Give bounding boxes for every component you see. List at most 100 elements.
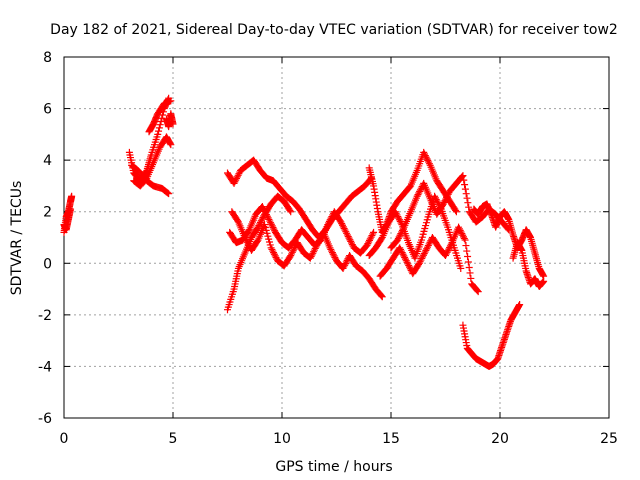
- data-point: [286, 206, 294, 214]
- data-point: [377, 235, 385, 243]
- data-point: [395, 214, 403, 222]
- data-point: [401, 253, 409, 261]
- data-point: [261, 207, 269, 215]
- data-point: [423, 245, 431, 253]
- data-point: [340, 224, 348, 232]
- data-point: [155, 127, 163, 135]
- data-point: [424, 156, 432, 164]
- x-tick-label: 15: [382, 431, 400, 447]
- y-tick-label: 0: [43, 256, 52, 272]
- data-point: [462, 242, 470, 250]
- data-point: [260, 206, 268, 214]
- data-point: [264, 214, 272, 222]
- series-seg-f: [145, 97, 175, 136]
- data-point: [268, 222, 276, 230]
- data-point: [244, 240, 252, 248]
- series-seg-b: [60, 205, 75, 234]
- data-point: [420, 148, 428, 156]
- data-point: [163, 188, 171, 196]
- x-ticks: 0 5 10 15 20 25: [60, 57, 618, 447]
- data-point: [327, 214, 335, 222]
- data-point: [452, 206, 460, 214]
- data-point: [420, 250, 428, 258]
- y-tick-label: -4: [38, 359, 52, 375]
- plot-frame: [63, 56, 610, 419]
- data-point: [417, 256, 425, 264]
- data-point: [434, 199, 442, 207]
- data-point: [164, 189, 172, 197]
- data-point: [425, 240, 433, 248]
- data-point: [154, 130, 162, 138]
- data-point: [324, 221, 332, 229]
- data-point: [443, 248, 451, 256]
- x-tick-label: 20: [491, 431, 509, 447]
- data-point: [415, 189, 423, 197]
- series-seg-o: [387, 172, 513, 252]
- data-point: [396, 244, 404, 252]
- data-point: [415, 259, 423, 267]
- data-point: [311, 244, 319, 252]
- data-point: [458, 230, 466, 238]
- data-point: [391, 208, 399, 216]
- series-seg-l: [365, 148, 460, 236]
- data-point: [241, 234, 249, 241]
- data-point: [269, 247, 277, 255]
- data-point: [394, 213, 402, 221]
- data-point: [256, 218, 264, 226]
- data-point: [310, 248, 318, 256]
- data-point: [421, 152, 429, 160]
- data-point: [443, 194, 451, 202]
- data-point: [272, 253, 280, 261]
- data-point: [167, 141, 175, 149]
- y-tick-label: 2: [43, 205, 52, 221]
- data-point: [325, 219, 333, 227]
- x-axis-label: GPS time / hours: [275, 459, 392, 475]
- data-point: [416, 258, 424, 266]
- data-point: [540, 277, 548, 285]
- data-point: [234, 217, 242, 225]
- data-point: [233, 173, 241, 181]
- chart-title: Day 182 of 2021, Sidereal Day-to-day VTE…: [50, 22, 618, 38]
- data-point: [413, 192, 421, 200]
- y-tick-label: 8: [43, 50, 52, 66]
- data-point: [464, 258, 472, 266]
- data-point: [244, 227, 252, 235]
- data-point: [254, 223, 262, 231]
- data-point: [234, 171, 242, 179]
- data-point: [367, 233, 375, 241]
- data-point: [328, 247, 336, 255]
- data-point: [461, 181, 469, 189]
- series-seg-r: [509, 239, 548, 290]
- data-point: [458, 173, 466, 181]
- data-point: [445, 245, 453, 253]
- data-point: [465, 203, 473, 211]
- data-point: [398, 249, 406, 257]
- data-point: [365, 236, 373, 244]
- data-point: [341, 226, 349, 234]
- data-point: [68, 192, 76, 200]
- data-point: [309, 249, 317, 257]
- data-point: [315, 236, 323, 244]
- data-point: [405, 262, 413, 270]
- data-point: [331, 253, 339, 261]
- data-point: [347, 237, 355, 245]
- data-point: [414, 191, 422, 199]
- data-point: [399, 225, 407, 233]
- data-point: [258, 215, 266, 223]
- data-point: [268, 245, 276, 253]
- data-point: [270, 250, 278, 258]
- data-point: [461, 236, 469, 244]
- data-point: [155, 124, 163, 132]
- data-point: [418, 254, 426, 262]
- data-point: [263, 212, 271, 220]
- x-tick-label: 10: [273, 431, 291, 447]
- data-point: [467, 274, 475, 282]
- data-point: [399, 250, 407, 258]
- data-point: [452, 208, 460, 216]
- data-point: [397, 247, 405, 255]
- data-point: [442, 250, 450, 258]
- data-point: [457, 228, 465, 236]
- data-point: [243, 238, 251, 246]
- data-point: [394, 234, 402, 242]
- data-point: [370, 228, 378, 236]
